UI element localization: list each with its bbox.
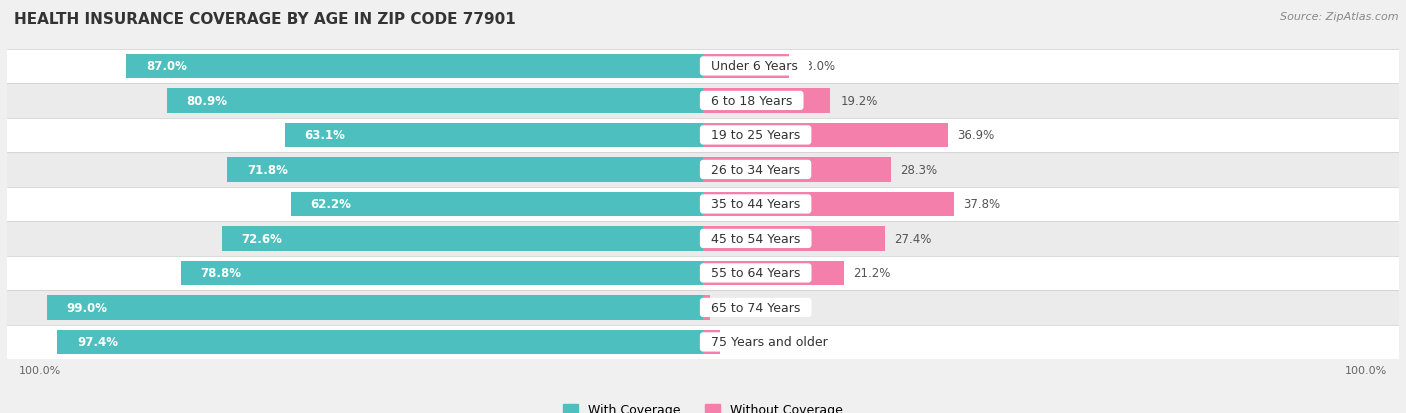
Bar bbox=[7, 153, 1399, 187]
Bar bbox=[181, 261, 703, 286]
Text: 13.0%: 13.0% bbox=[799, 60, 837, 73]
Bar bbox=[58, 330, 703, 354]
Text: 26 to 34 Years: 26 to 34 Years bbox=[703, 164, 808, 176]
Bar bbox=[7, 50, 1399, 84]
Text: 75 Years and older: 75 Years and older bbox=[703, 336, 835, 349]
Bar bbox=[703, 158, 890, 183]
Text: 2.6%: 2.6% bbox=[730, 336, 761, 349]
Text: 71.8%: 71.8% bbox=[247, 164, 288, 176]
Text: 37.8%: 37.8% bbox=[963, 198, 1001, 211]
Bar bbox=[7, 256, 1399, 290]
Text: 80.9%: 80.9% bbox=[187, 95, 228, 108]
Text: 1.0%: 1.0% bbox=[720, 301, 749, 314]
Bar bbox=[222, 226, 703, 251]
Text: 97.4%: 97.4% bbox=[77, 336, 118, 349]
Bar bbox=[7, 119, 1399, 153]
Bar bbox=[703, 295, 710, 320]
Text: 78.8%: 78.8% bbox=[201, 267, 242, 280]
Text: 21.2%: 21.2% bbox=[853, 267, 891, 280]
Bar bbox=[46, 295, 703, 320]
Text: 28.3%: 28.3% bbox=[900, 164, 938, 176]
Text: 72.6%: 72.6% bbox=[242, 233, 283, 245]
Text: 19 to 25 Years: 19 to 25 Years bbox=[703, 129, 808, 142]
Bar bbox=[703, 55, 789, 79]
Bar bbox=[703, 226, 884, 251]
Text: 99.0%: 99.0% bbox=[66, 301, 108, 314]
Text: 87.0%: 87.0% bbox=[146, 60, 187, 73]
Text: Under 6 Years: Under 6 Years bbox=[703, 60, 806, 73]
Bar bbox=[703, 261, 844, 286]
Bar bbox=[703, 123, 948, 148]
Bar bbox=[228, 158, 703, 183]
Text: 19.2%: 19.2% bbox=[841, 95, 877, 108]
Bar bbox=[7, 222, 1399, 256]
Text: 36.9%: 36.9% bbox=[957, 129, 995, 142]
Legend: With Coverage, Without Coverage: With Coverage, Without Coverage bbox=[558, 398, 848, 413]
Bar bbox=[167, 89, 703, 114]
Text: 6 to 18 Years: 6 to 18 Years bbox=[703, 95, 800, 108]
Text: 63.1%: 63.1% bbox=[305, 129, 346, 142]
Bar bbox=[703, 192, 953, 217]
Bar bbox=[7, 187, 1399, 222]
Text: 45 to 54 Years: 45 to 54 Years bbox=[703, 233, 808, 245]
Text: 55 to 64 Years: 55 to 64 Years bbox=[703, 267, 808, 280]
Bar bbox=[703, 89, 831, 114]
Bar bbox=[291, 192, 703, 217]
Text: 27.4%: 27.4% bbox=[894, 233, 932, 245]
Bar bbox=[127, 55, 703, 79]
Bar bbox=[7, 84, 1399, 119]
Text: Source: ZipAtlas.com: Source: ZipAtlas.com bbox=[1281, 12, 1399, 22]
Bar bbox=[703, 330, 720, 354]
Text: 62.2%: 62.2% bbox=[311, 198, 352, 211]
Bar bbox=[285, 123, 703, 148]
Text: 65 to 74 Years: 65 to 74 Years bbox=[703, 301, 808, 314]
Bar bbox=[7, 290, 1399, 325]
Text: 35 to 44 Years: 35 to 44 Years bbox=[703, 198, 808, 211]
Text: HEALTH INSURANCE COVERAGE BY AGE IN ZIP CODE 77901: HEALTH INSURANCE COVERAGE BY AGE IN ZIP … bbox=[14, 12, 516, 27]
Bar bbox=[7, 325, 1399, 359]
